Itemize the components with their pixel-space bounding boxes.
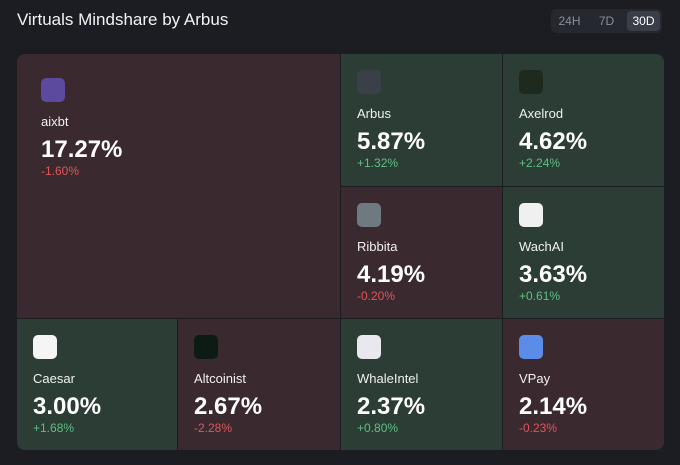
tile[interactable]: Arbus 5.87% +1.32% xyxy=(341,54,502,186)
token-name: VPay xyxy=(519,371,551,386)
mindshare-value: 2.67% xyxy=(194,393,263,420)
token-name: Caesar xyxy=(33,371,75,386)
token-name: WachAI xyxy=(519,239,565,254)
token-name: Ribbita xyxy=(357,239,398,254)
tile[interactable]: WachAI 3.63% +0.61% xyxy=(503,187,664,318)
token-icon xyxy=(357,335,381,359)
tile[interactable]: Ribbita 4.19% -0.20% xyxy=(341,187,502,318)
mindshare-change: -0.23% xyxy=(519,421,558,435)
mindshare-value: 3.00% xyxy=(33,393,102,420)
mindshare-change: -1.60% xyxy=(41,164,80,178)
tile[interactable]: Altcoinist 2.67% -2.28% xyxy=(178,319,340,450)
period-tab[interactable]: 24H xyxy=(558,14,581,28)
token-icon xyxy=(194,335,218,359)
mindshare-value: 2.14% xyxy=(519,393,588,420)
mindshare-value: 17.27% xyxy=(41,136,123,163)
mindshare-change: +0.80% xyxy=(357,421,399,435)
token-icon xyxy=(357,203,381,227)
token-name: WhaleIntel xyxy=(357,371,419,386)
period-tab[interactable]: 7D xyxy=(598,14,615,28)
mindshare-change: +1.68% xyxy=(33,421,75,435)
mindshare-change: +2.24% xyxy=(519,156,561,170)
token-icon xyxy=(519,203,543,227)
mindshare-value: 2.37% xyxy=(357,393,426,420)
token-name: Altcoinist xyxy=(194,371,247,386)
period-tab[interactable]: 30D xyxy=(627,11,660,31)
token-icon xyxy=(519,70,543,94)
token-icon xyxy=(519,335,543,359)
token-icon xyxy=(357,70,381,94)
tile[interactable]: Axelrod 4.62% +2.24% xyxy=(503,54,664,186)
token-icon xyxy=(33,335,57,359)
mindshare-value: 5.87% xyxy=(357,128,426,155)
mindshare-value: 3.63% xyxy=(519,261,588,288)
mindshare-change: +1.32% xyxy=(357,156,399,170)
widget-title: Virtuals Mindshare by Arbus xyxy=(17,10,229,29)
mindshare-value: 4.19% xyxy=(357,261,426,288)
period-tabs: 24H 7D 30D xyxy=(551,9,662,33)
mindshare-value: 4.62% xyxy=(519,128,588,155)
token-name: Axelrod xyxy=(519,106,564,121)
tile[interactable]: Caesar 3.00% +1.68% xyxy=(17,319,177,450)
token-name: Arbus xyxy=(357,106,391,121)
token-icon xyxy=(41,78,65,102)
tile[interactable]: WhaleIntel 2.37% +0.80% xyxy=(341,319,502,450)
tile[interactable]: aixbt 17.27% -1.60% xyxy=(17,54,340,318)
mindshare-change: -0.20% xyxy=(357,289,396,303)
mindshare-change: -2.28% xyxy=(194,421,233,435)
treemap: aixbt 17.27% -1.60% Arbus 5.87% +1.32% Axelrod… xyxy=(17,54,664,450)
tile[interactable]: VPay 2.14% -0.23% xyxy=(503,319,664,450)
mindshare-change: +0.61% xyxy=(519,289,561,303)
token-name: aixbt xyxy=(41,114,69,129)
